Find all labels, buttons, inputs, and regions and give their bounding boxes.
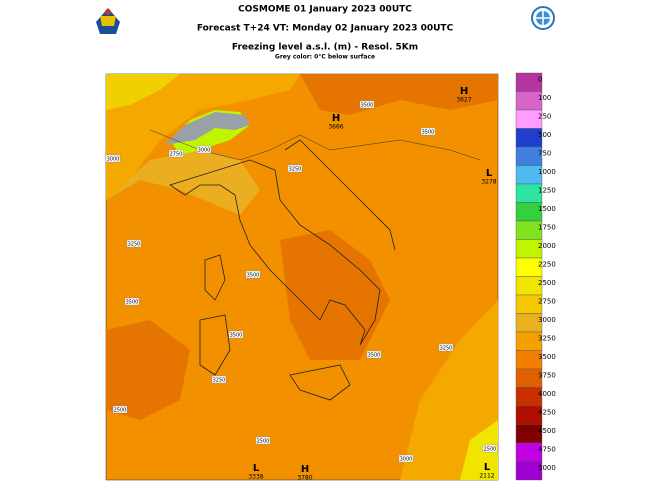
- contour-text: 3500: [361, 103, 374, 109]
- colorbar-label: 3500: [538, 353, 556, 361]
- contour-text: 2500: [257, 439, 270, 445]
- contour-label: 2750: [168, 149, 184, 158]
- contour-text: 3250: [213, 378, 226, 384]
- center-symbol: H: [460, 86, 468, 97]
- colorbar-label: 2250: [538, 260, 556, 268]
- contour-labels: 3500 2750 3000 3000 3250 3500 3250 3250 …: [105, 100, 498, 463]
- contour-text: 3000: [107, 157, 120, 163]
- contour-label: 3500: [228, 330, 244, 339]
- colorbar: 0 100 250 500 750 1000 1250 1500 1750 2000 2250 250…: [515, 72, 556, 481]
- contour-text: 3500: [247, 273, 260, 279]
- contour-label: 3500: [245, 270, 261, 279]
- contour-label: 3000: [105, 154, 121, 163]
- contour-text: 3500: [126, 300, 139, 306]
- contour-label: 3250: [438, 343, 454, 352]
- colorbar-label: 4500: [538, 427, 556, 435]
- contour-text: 2500: [484, 447, 497, 453]
- colorbar-label: 2000: [538, 242, 556, 250]
- note: Grey color: 0°C below surface: [275, 54, 375, 61]
- contour-label: 3000: [196, 145, 212, 154]
- colorbar-label: 2500: [538, 279, 556, 287]
- contour-text: 3500: [368, 353, 381, 359]
- center-value: 3338: [248, 474, 263, 481]
- colorbar-swatch: [515, 461, 543, 481]
- contour-text: 3250: [128, 242, 141, 248]
- center-symbol: L: [486, 168, 493, 179]
- title: COSMOME 01 January 2023 00UTC: [238, 5, 412, 15]
- colorbar-label: 5000: [538, 464, 556, 472]
- contour-label: 3500: [124, 297, 140, 306]
- contour-label: 2500: [112, 405, 128, 414]
- contour-label: 3000: [398, 454, 414, 463]
- center-value: 2112: [479, 473, 494, 480]
- center-value: 3627: [456, 97, 471, 104]
- contour-label: 3500: [359, 100, 375, 109]
- contour-label: 3250: [126, 239, 142, 248]
- contour-text: 3250: [440, 346, 453, 352]
- contour-label: 2500: [482, 444, 498, 453]
- contour-label: 3500: [366, 350, 382, 359]
- center-symbol: H: [301, 464, 309, 475]
- contour-text: 2500: [114, 408, 127, 414]
- colorbar-label: 4750: [538, 445, 556, 453]
- logo-right: [531, 6, 555, 30]
- contour-label: 3250: [211, 375, 227, 384]
- logo-left: [96, 8, 120, 34]
- colorbar-label: 3250: [538, 334, 556, 342]
- contour-text: 3500: [422, 130, 435, 136]
- contour-label: 3500: [420, 127, 436, 136]
- center-symbol: L: [253, 463, 260, 474]
- colorbar-label: 2750: [538, 297, 556, 305]
- colorbar-label: 4250: [538, 408, 556, 416]
- colorbar-label: 750: [538, 149, 551, 157]
- colorbar-label: 1500: [538, 205, 556, 213]
- colorbar-label: 500: [538, 131, 551, 139]
- contour-text: 3250: [289, 167, 302, 173]
- colorbar-label: 4000: [538, 390, 556, 398]
- center-symbol: H: [332, 113, 340, 124]
- contour-label: 2500: [255, 436, 271, 445]
- colorbar-label: 3000: [538, 316, 556, 324]
- colorbar-label: 250: [538, 112, 551, 120]
- colorbar-label: 1750: [538, 223, 556, 231]
- colorbar-label: 1250: [538, 186, 556, 194]
- center-value: 3780: [297, 475, 312, 482]
- colorbar-label: 0: [538, 75, 542, 83]
- contour-text: 3000: [198, 148, 211, 154]
- center-value: 3666: [328, 124, 343, 131]
- colorbar-label: 1000: [538, 168, 556, 176]
- contour-text: 2750: [170, 152, 183, 158]
- center-symbol: L: [484, 462, 491, 473]
- forecast: Forecast T+24 VT: Monday 02 January 2023…: [197, 24, 454, 34]
- contour-text: 3500: [230, 333, 243, 339]
- center-value: 3278: [481, 179, 496, 186]
- map: [105, 73, 499, 481]
- colorbar-label: 3750: [538, 371, 556, 379]
- contour-text: 3000: [400, 457, 413, 463]
- contour-label: 3250: [287, 164, 303, 173]
- field: Freezing level a.s.l. (m) - Resol. 5Km: [232, 43, 418, 53]
- colorbar-label: 100: [538, 94, 551, 102]
